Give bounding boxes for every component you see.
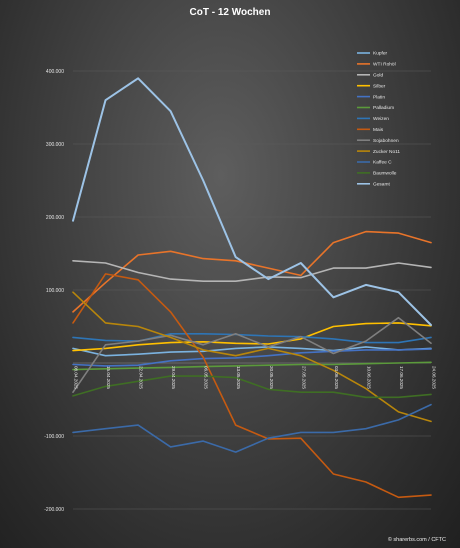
legend-label: Baumwolle xyxy=(373,171,397,177)
x-tick-label: 03.06.2025 xyxy=(334,366,339,389)
series-lines xyxy=(72,77,432,499)
legend-label: Gold xyxy=(373,73,383,79)
series-line-mais xyxy=(72,273,432,499)
x-tick-label: 15.04.2025 xyxy=(106,366,111,389)
y-tick-label: -100.000 xyxy=(44,434,64,440)
x-axis-ticks: 08.04.2025 15.04.2025 22.04.2025 29.04.2025… xyxy=(74,366,437,389)
legend-label: WTI Rohöl xyxy=(373,62,396,68)
series-line-palladium xyxy=(72,361,432,371)
series-line-kaffee-c xyxy=(72,403,432,453)
x-tick-label: 13.05.2025 xyxy=(236,366,241,389)
series-line-baumwolle xyxy=(72,375,432,399)
chart-title: CoT - 12 Wochen xyxy=(190,7,271,18)
series-line-silber xyxy=(72,322,432,352)
legend-label: Mais xyxy=(373,127,384,133)
y-tick-label: -200.000 xyxy=(44,507,64,513)
series-line-gold xyxy=(72,259,432,283)
legend-label: Palladium xyxy=(373,105,394,111)
legend-label: Kaffee C xyxy=(373,160,392,166)
x-tick-label: 27.05.2025 xyxy=(301,366,306,389)
x-tick-label: 17.06.2025 xyxy=(399,366,404,389)
source-credit: © sharerbs.com / CFTC xyxy=(388,536,446,543)
y-axis-ticks: 400.000 300.000 200.000 100.000 -100.000 -200… xyxy=(44,69,64,513)
legend-label: Sojabohnen xyxy=(373,138,399,144)
legend: Kupfer WTI Rohöl Gold Silber Platin Palladium… xyxy=(357,51,400,188)
gridlines xyxy=(73,70,431,510)
y-tick-label: 300.000 xyxy=(46,142,64,148)
series-line-platin xyxy=(72,348,432,367)
x-tick-label: 22.04.2025 xyxy=(139,366,144,389)
x-tick-label: 20.05.2025 xyxy=(269,366,274,389)
legend-label: Weizen xyxy=(373,116,389,122)
series-line-wti-roh-l xyxy=(72,230,432,313)
legend-label: Kupfer xyxy=(373,51,388,57)
y-tick-label: 100.000 xyxy=(46,288,64,294)
series-line-kupfer xyxy=(72,346,432,357)
x-tick-label: 29.04.2025 xyxy=(171,366,176,389)
series-line-gesamt xyxy=(72,77,432,326)
legend-label: Gesamt xyxy=(373,182,390,188)
y-tick-label: 400.000 xyxy=(46,69,64,75)
y-tick-label: 200.000 xyxy=(46,215,64,221)
series-line-zucker-no11 xyxy=(72,291,432,423)
legend-label: Platin xyxy=(373,94,385,100)
x-tick-label: 24.06.2025 xyxy=(432,366,437,389)
x-tick-label: 06.05.2025 xyxy=(204,366,209,389)
series-line-sojabohnen xyxy=(72,316,432,394)
series-line-weizen xyxy=(72,332,432,344)
legend-label: Silber xyxy=(373,83,386,89)
x-tick-label: 08.04.2025 xyxy=(74,366,79,389)
legend-label: Zucker No11 xyxy=(373,149,400,155)
x-tick-label: 10.06.2025 xyxy=(366,366,371,389)
